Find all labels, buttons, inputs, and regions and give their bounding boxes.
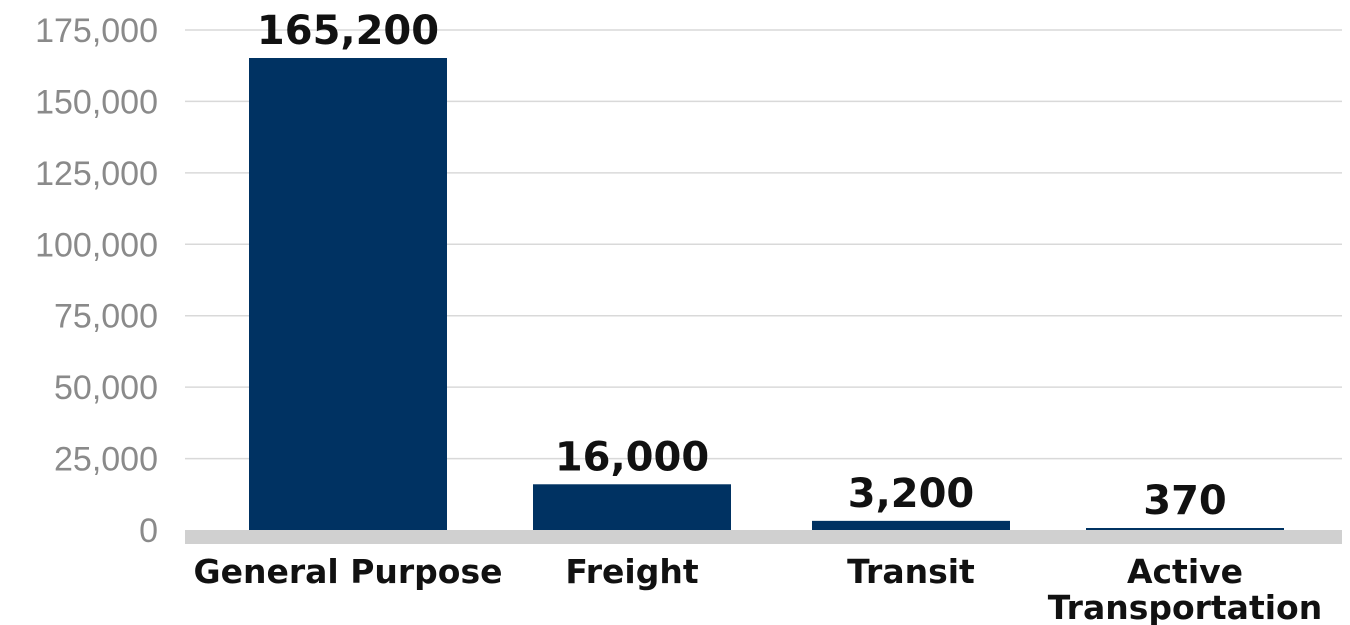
data-label: 16,000 bbox=[555, 434, 709, 480]
y-tick-label: 75,000 bbox=[54, 298, 158, 336]
data-label: 370 bbox=[1143, 478, 1227, 524]
x-category-label-line: Active bbox=[1127, 552, 1243, 591]
data-label: 3,200 bbox=[848, 471, 975, 517]
x-category-label: Active Transportation bbox=[1048, 552, 1322, 625]
data-labels: 165,200 16,000 3,200 370 bbox=[257, 8, 1227, 524]
bar bbox=[1086, 528, 1284, 530]
y-axis-tick-labels: 0 25,000 50,000 75,000 100,000 125,000 150,000… bbox=[35, 12, 158, 550]
y-tick-label: 0 bbox=[139, 512, 158, 550]
x-category-label-line: Freight bbox=[565, 552, 699, 591]
bars bbox=[249, 58, 1284, 530]
y-tick-label: 50,000 bbox=[54, 369, 158, 407]
x-category-label: Freight bbox=[565, 552, 699, 591]
bar bbox=[812, 520, 1010, 530]
x-category-label-line: General Purpose bbox=[194, 552, 503, 591]
data-label: 165,200 bbox=[257, 8, 439, 54]
bar bbox=[533, 484, 731, 530]
x-category-label-line: Transit bbox=[847, 552, 975, 591]
x-axis-category-labels: General Purpose Freight Transit Active Trans… bbox=[194, 552, 1323, 625]
x-category-label: General Purpose bbox=[194, 552, 503, 591]
x-category-label-line: Transportation bbox=[1048, 588, 1322, 625]
y-tick-label: 25,000 bbox=[54, 441, 158, 479]
y-tick-label: 175,000 bbox=[35, 12, 158, 50]
bar bbox=[249, 58, 447, 530]
y-tick-label: 125,000 bbox=[35, 155, 158, 193]
y-tick-label: 150,000 bbox=[35, 83, 158, 121]
x-axis-baseline-bar bbox=[185, 530, 1342, 544]
x-category-label: Transit bbox=[847, 552, 975, 591]
x-axis-baseline bbox=[185, 530, 1342, 544]
y-tick-label: 100,000 bbox=[35, 226, 158, 264]
